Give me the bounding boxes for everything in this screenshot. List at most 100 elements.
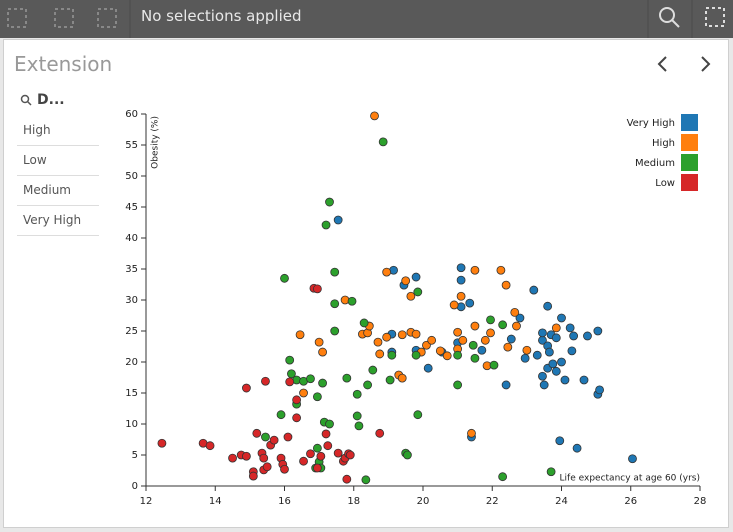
filter-item[interactable]: High: [17, 116, 99, 146]
data-point: [512, 321, 521, 331]
data-point: [228, 453, 237, 463]
legend-label: Low: [655, 178, 675, 189]
data-point: [318, 347, 327, 357]
data-point: [506, 334, 516, 344]
data-point: [501, 380, 511, 390]
filter-item[interactable]: Low: [17, 146, 99, 176]
data-point: [453, 380, 463, 390]
data-point: [285, 377, 295, 387]
y-tick-label: 5: [132, 450, 138, 461]
data-point: [551, 323, 561, 333]
x-tick-label: 16: [278, 496, 291, 507]
x-tick-label: 28: [694, 496, 707, 507]
filter-search-icon[interactable]: [20, 94, 32, 106]
data-point: [456, 291, 466, 301]
x-tick-label: 18: [347, 496, 360, 507]
data-point: [283, 432, 293, 442]
data-point: [205, 441, 215, 451]
data-point: [292, 395, 302, 405]
data-point: [538, 371, 547, 381]
data-point: [318, 378, 327, 388]
data-point: [306, 449, 315, 459]
data-point: [546, 467, 556, 477]
forward-icon[interactable]: [54, 8, 74, 28]
nav-arrows[interactable]: [657, 56, 711, 72]
filter-title: D...: [37, 92, 65, 108]
data-point: [551, 333, 561, 343]
y-tick-label: 35: [125, 264, 138, 275]
clear-icon[interactable]: [97, 8, 117, 28]
legend-label: Medium: [635, 158, 675, 169]
y-tick-label: 30: [125, 295, 138, 306]
data-point: [453, 327, 463, 337]
data-point: [252, 428, 262, 438]
data-point: [468, 340, 478, 350]
data-point: [467, 428, 476, 438]
data-point: [401, 276, 411, 286]
data-point: [314, 337, 324, 347]
data-point: [345, 450, 355, 460]
data-point: [503, 342, 513, 352]
data-point: [361, 475, 371, 485]
data-point: [280, 273, 289, 283]
data-point: [375, 428, 385, 438]
data-point: [442, 351, 452, 361]
x-tick-label: 14: [209, 496, 222, 507]
data-point: [385, 375, 395, 385]
data-point: [423, 363, 433, 373]
data-point: [259, 453, 269, 463]
data-point: [157, 438, 167, 448]
data-point: [555, 436, 565, 446]
data-point: [496, 265, 506, 275]
data-point: [387, 350, 397, 360]
data-point: [413, 287, 423, 297]
data-point: [370, 111, 379, 121]
x-tick-label: 26: [624, 496, 637, 507]
data-point: [498, 472, 508, 482]
data-point: [449, 300, 459, 310]
data-point: [520, 353, 530, 363]
data-point: [548, 359, 558, 369]
data-point: [595, 385, 604, 395]
data-point: [572, 443, 582, 453]
filter-item[interactable]: Very High: [17, 206, 99, 236]
data-point: [628, 454, 637, 464]
back-icon[interactable]: [7, 8, 27, 28]
legend-swatch: [681, 154, 698, 171]
data-point: [352, 411, 362, 421]
data-point: [276, 410, 286, 420]
data-point: [242, 383, 251, 393]
data-point: [522, 345, 532, 355]
data-point: [312, 443, 322, 453]
data-point: [352, 389, 362, 399]
data-point: [321, 220, 331, 230]
data-point: [397, 330, 407, 340]
data-point: [583, 331, 592, 341]
data-point: [510, 307, 520, 317]
selection-tool-icon[interactable]: [705, 7, 725, 27]
data-point: [295, 330, 305, 340]
data-point: [470, 353, 480, 363]
data-point: [378, 137, 388, 147]
filter-item[interactable]: Medium: [17, 176, 99, 206]
data-point: [382, 267, 392, 277]
data-point: [363, 380, 373, 390]
data-point: [560, 375, 570, 385]
data-point: [306, 374, 315, 384]
data-point: [569, 331, 579, 341]
data-point: [557, 357, 566, 367]
data-point: [411, 350, 421, 360]
y-tick-label: 0: [132, 481, 138, 492]
data-point: [342, 373, 352, 383]
data-point: [347, 296, 357, 306]
data-point: [330, 326, 340, 336]
y-tick-label: 25: [125, 326, 138, 337]
data-point: [538, 328, 547, 338]
data-point: [262, 462, 272, 472]
data-point: [544, 347, 554, 357]
data-point: [465, 298, 475, 308]
data-point: [470, 265, 480, 275]
search-icon[interactable]: [659, 7, 675, 23]
search-icon-handle: [671, 19, 680, 28]
data-point: [248, 471, 258, 481]
